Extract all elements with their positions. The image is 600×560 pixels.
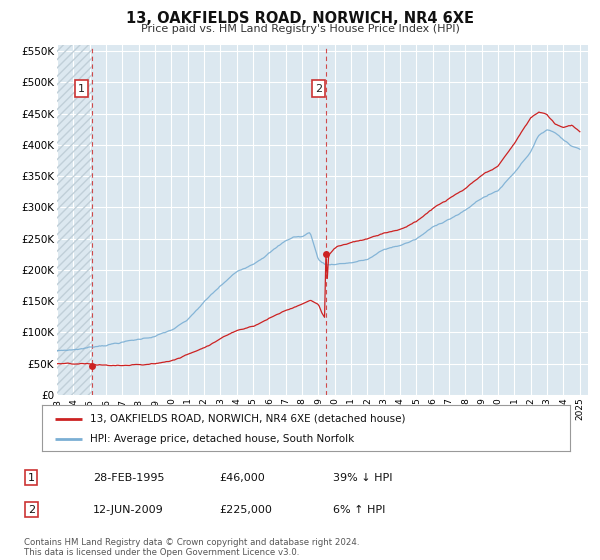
Text: HPI: Average price, detached house, South Norfolk: HPI: Average price, detached house, Sout… [89, 435, 354, 444]
Text: Contains HM Land Registry data © Crown copyright and database right 2024.: Contains HM Land Registry data © Crown c… [24, 538, 359, 547]
Text: 1: 1 [78, 83, 85, 94]
Text: This data is licensed under the Open Government Licence v3.0.: This data is licensed under the Open Gov… [24, 548, 299, 557]
Text: £225,000: £225,000 [219, 505, 272, 515]
Text: 6% ↑ HPI: 6% ↑ HPI [333, 505, 385, 515]
Text: 1: 1 [28, 473, 35, 483]
Text: £46,000: £46,000 [219, 473, 265, 483]
Bar [57, 45, 92, 395]
Text: 12-JUN-2009: 12-JUN-2009 [93, 505, 164, 515]
Text: 13, OAKFIELDS ROAD, NORWICH, NR4 6XE: 13, OAKFIELDS ROAD, NORWICH, NR4 6XE [126, 11, 474, 26]
Text: 2: 2 [28, 505, 35, 515]
Text: 39% ↓ HPI: 39% ↓ HPI [333, 473, 392, 483]
Text: 2: 2 [315, 83, 322, 94]
Text: Price paid vs. HM Land Registry's House Price Index (HPI): Price paid vs. HM Land Registry's House … [140, 24, 460, 34]
Text: 28-FEB-1995: 28-FEB-1995 [93, 473, 164, 483]
Text: 13, OAKFIELDS ROAD, NORWICH, NR4 6XE (detached house): 13, OAKFIELDS ROAD, NORWICH, NR4 6XE (de… [89, 414, 405, 424]
